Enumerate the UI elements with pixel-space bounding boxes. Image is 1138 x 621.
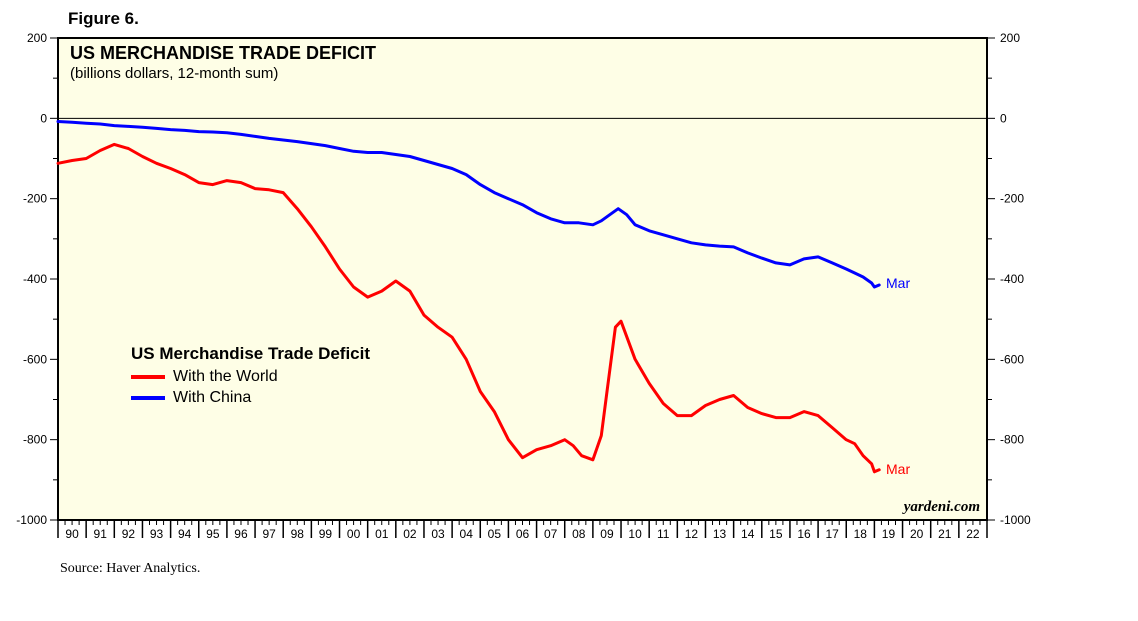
x-tick-label: 17	[825, 527, 839, 541]
x-tick-label: 16	[797, 527, 811, 541]
y-tick-label-left: -600	[23, 352, 47, 366]
x-tick-label: 94	[178, 527, 192, 541]
end-label-china: Mar	[886, 275, 911, 291]
legend-label-world: With the World	[173, 367, 278, 385]
y-tick-label-right: -200	[1000, 192, 1024, 206]
x-tick-label: 07	[544, 527, 558, 541]
x-tick-label: 90	[65, 527, 79, 541]
x-tick-label: 91	[94, 527, 108, 541]
x-tick-label: 22	[966, 527, 980, 541]
x-tick-label: 99	[319, 527, 333, 541]
legend: US Merchandise Trade Deficit With the Wo…	[131, 344, 370, 408]
x-tick-label: 92	[122, 527, 136, 541]
x-tick-label: 95	[206, 527, 220, 541]
y-tick-label-right: -1000	[1000, 513, 1031, 527]
chart-title: US MERCHANDISE TRADE DEFICIT	[70, 43, 377, 63]
x-tick-label: 01	[375, 527, 389, 541]
x-tick-label: 04	[460, 527, 474, 541]
x-tick-label: 09	[600, 527, 614, 541]
legend-label-china: With China	[173, 388, 252, 406]
series-line-china	[56, 120, 881, 289]
x-tick-label: 96	[234, 527, 248, 541]
x-tick-label: 10	[628, 527, 642, 541]
source-note: Source: Haver Analytics.	[60, 561, 201, 576]
plot-area	[57, 37, 988, 521]
y-tick-label-right: -400	[1000, 272, 1024, 286]
y-tick-label-left: -1000	[16, 513, 47, 527]
y-tick-label-left: 200	[27, 31, 47, 45]
chart-subtitle: (billions dollars, 12-month sum)	[70, 65, 279, 82]
y-tick-label-right: -600	[1000, 352, 1024, 366]
legend-item-china: With China	[131, 387, 370, 408]
x-tick-label: 19	[882, 527, 896, 541]
x-tick-label: 05	[488, 527, 502, 541]
x-tick-label: 14	[741, 527, 755, 541]
x-tick-label: 11	[657, 527, 670, 541]
x-tick-label: 98	[291, 527, 305, 541]
x-tick-label: 20	[910, 527, 924, 541]
legend-swatch-china	[131, 395, 165, 400]
x-tick-label: 00	[347, 527, 361, 541]
series-line-world	[56, 142, 881, 474]
legend-title: US Merchandise Trade Deficit	[131, 344, 371, 363]
x-tick-label: 21	[938, 527, 952, 541]
y-tick-label-left: -800	[23, 433, 47, 447]
y-tick-label-right: -800	[1000, 433, 1024, 447]
x-tick-label: 12	[685, 527, 699, 541]
x-tick-label: 02	[403, 527, 417, 541]
watermark: yardeni.com	[903, 499, 980, 515]
x-tick-label: 03	[431, 527, 445, 541]
y-tick-label-left: -400	[23, 272, 47, 286]
end-label-world: Mar	[886, 461, 911, 477]
legend-item-world: With the World	[131, 366, 370, 387]
y-tick-label-right: 200	[1000, 31, 1020, 45]
figure-label: Figure 6.	[68, 9, 139, 28]
y-tick-label-right: 0	[1000, 111, 1007, 125]
x-tick-label: 18	[854, 527, 868, 541]
x-tick-label: 13	[713, 527, 727, 541]
x-tick-label: 97	[262, 527, 276, 541]
x-tick-label: 06	[516, 527, 530, 541]
legend-swatch-world	[131, 374, 165, 379]
y-tick-label-left: -200	[23, 192, 47, 206]
x-tick-label: 93	[150, 527, 164, 541]
y-tick-label-left: 0	[40, 111, 47, 125]
left-y-axis: 200 0 -200 -400 -600 -800 -1000	[16, 31, 58, 527]
x-tick-label: 15	[769, 527, 783, 541]
right-y-axis: 200 0 -200 -400 -600 -800 -1000	[987, 31, 1031, 527]
x-tick-label: 08	[572, 527, 586, 541]
x-axis: 90 91 92 93 94 95 96 97 98 99 00 01 02 03 04 05 06 07 08 09…	[57, 520, 988, 541]
